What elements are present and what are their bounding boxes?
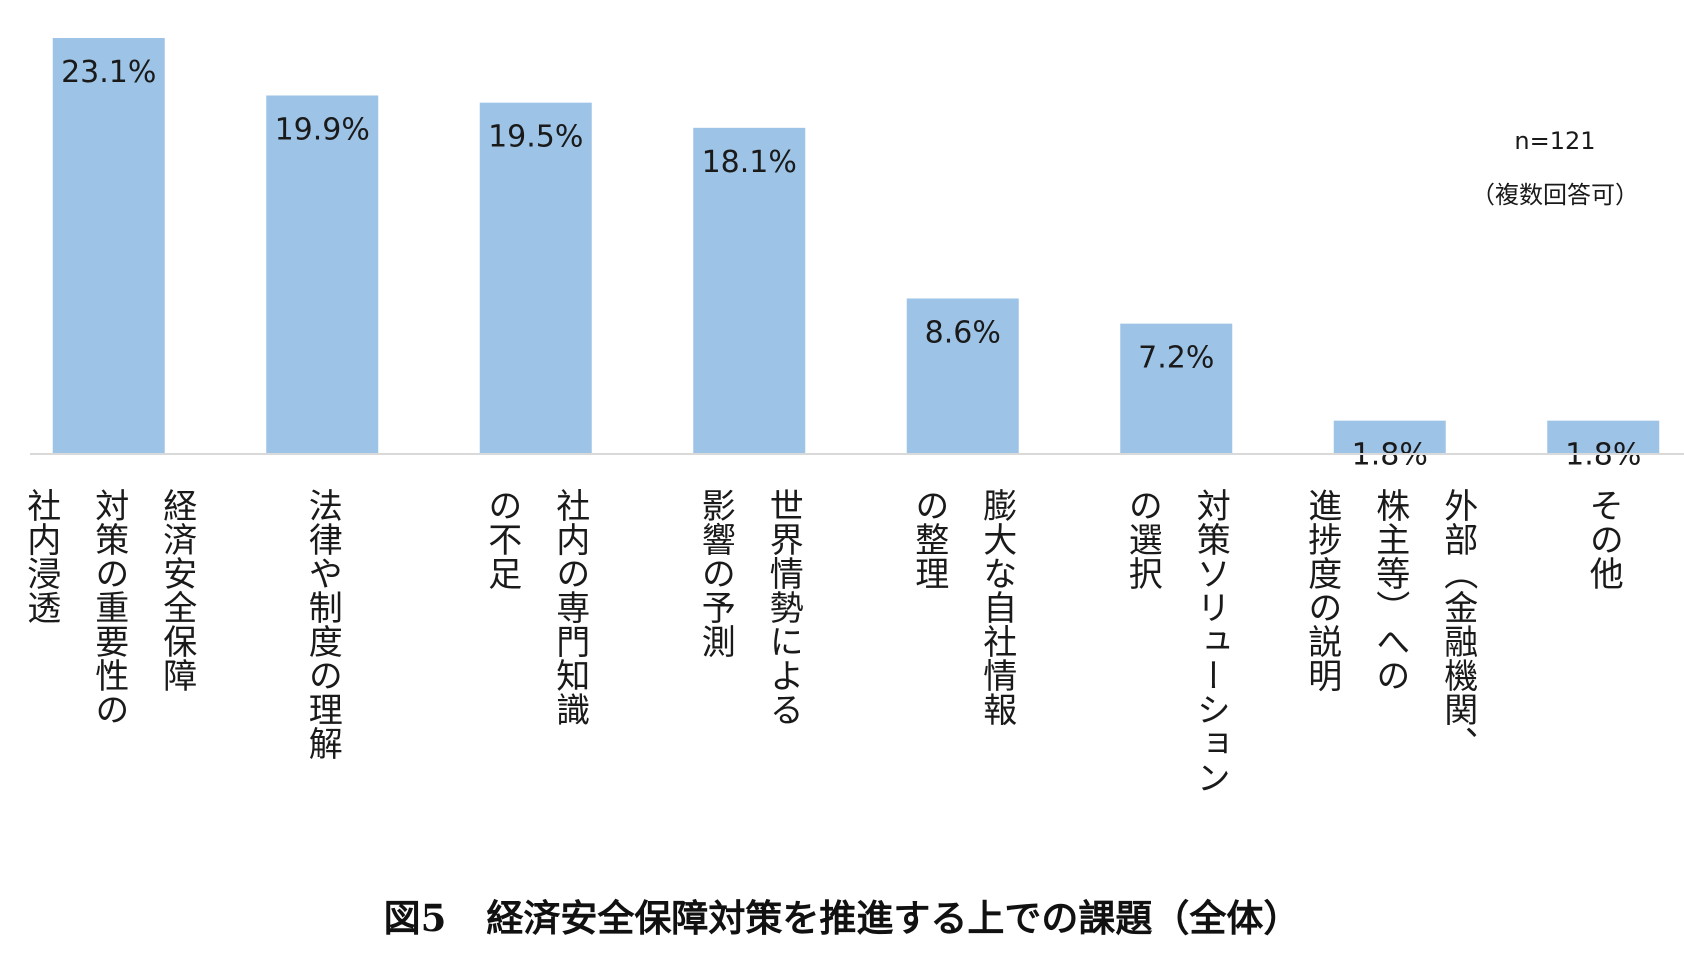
category-label-8: その他 [1583,488,1624,590]
sample-size-label: n=121 [1514,127,1596,155]
bar-2 [266,95,379,454]
bar-4 [693,127,806,453]
figure-caption: 図5 経済安全保障対策を推進する上での課題（全体） [0,888,1684,942]
data-label-6: 7.2% [1138,341,1214,376]
category-label-7: 外部（金融機関、 株主等）への 進捗度の説明 [1301,488,1478,760]
data-labels-group: 23.1% 19.9% 19.5% 18.1% 8.6% 7.2% 1.8% 1.8% [61,55,1641,473]
data-label-7: 1.8% [1352,438,1428,473]
data-label-8: 1.8% [1565,438,1641,473]
category-label-3: 社内の専門知識 の不足 [481,488,590,726]
figure-number: 図5 [383,896,447,940]
multiple-answer-note: （複数回答可） [1471,181,1639,209]
data-label-4: 18.1% [702,145,797,180]
bar-7 [1333,420,1446,453]
bar-8 [1547,420,1660,453]
data-label-5: 8.6% [925,315,1001,350]
category-label-4: 世界情勢による 影響の予測 [695,488,804,726]
bar-1 [52,38,165,453]
data-label-1: 23.1% [61,55,156,90]
category-label-2: 法律や制度の理解 [302,488,343,760]
sample-size-note: n=121 （複数回答可） [1440,114,1670,222]
bar-6 [1120,323,1233,453]
figure-title: 経済安全保障対策を推進する上での課題（全体） [486,896,1301,940]
category-label-1: 経済安全保障 対策の重要性の 社内浸透 [20,488,197,726]
bars-group [52,38,1660,454]
bar-3 [479,102,592,453]
category-label-6: 対策ソリューション の選択 [1122,488,1231,794]
data-label-2: 19.9% [275,112,370,147]
data-label-3: 19.5% [488,120,583,155]
bar-5 [906,298,1019,453]
category-label-5: 膨大な自社情報 の整理 [908,488,1017,726]
